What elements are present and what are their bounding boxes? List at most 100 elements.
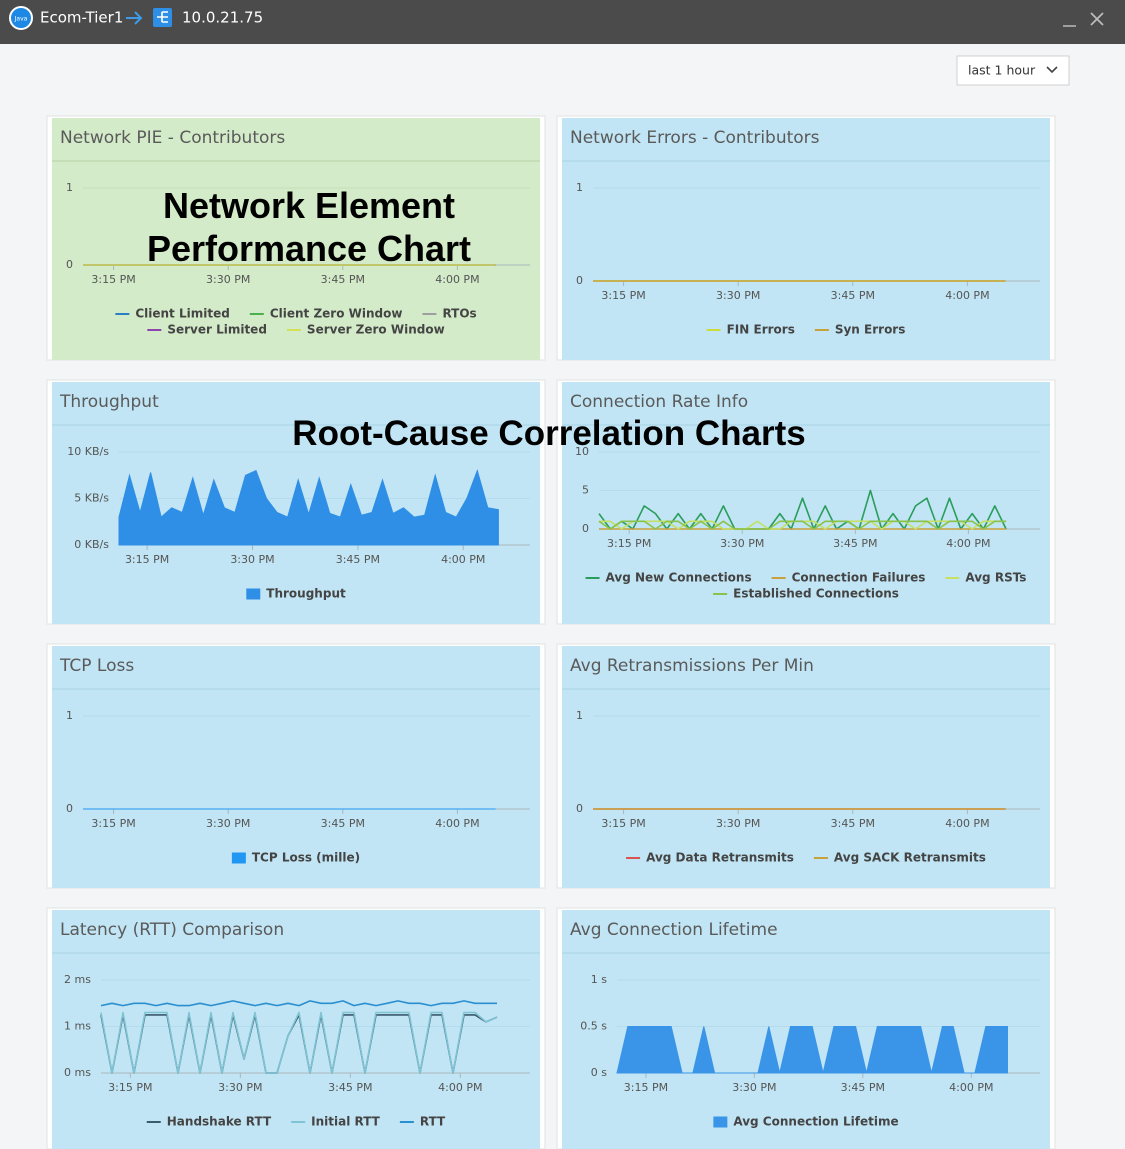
- legend-swatch: [706, 329, 721, 331]
- panel-title: Network Errors - Contributors: [570, 128, 820, 148]
- x-tick-label: 4:00 PM: [946, 537, 990, 550]
- panel: [52, 118, 540, 360]
- series-area: [118, 468, 499, 546]
- y-tick-label: 10: [575, 445, 589, 458]
- legend-swatch: [814, 329, 829, 331]
- legend-swatch: [585, 577, 600, 579]
- legend-swatch: [945, 577, 960, 579]
- x-tick-label: 3:45 PM: [831, 289, 875, 302]
- y-tick-label: 10 KB/s: [67, 445, 109, 458]
- x-tick-label: 4:00 PM: [435, 273, 479, 286]
- panel: [562, 118, 1050, 360]
- y-tick-label: 0 s: [591, 1066, 607, 1079]
- y-tick-label: 1: [576, 709, 583, 722]
- y-tick-label: 1: [66, 709, 73, 722]
- x-tick-label: 3:30 PM: [206, 273, 250, 286]
- x-tick-label: 3:30 PM: [716, 817, 760, 830]
- y-tick-label: 0 ms: [64, 1066, 91, 1079]
- y-tick-label: 0 KB/s: [74, 538, 109, 551]
- x-tick-label: 3:15 PM: [91, 817, 135, 830]
- x-tick-label: 3:15 PM: [601, 817, 645, 830]
- panel-title: Connection Rate Info: [570, 392, 748, 412]
- legend-item: RTOs: [422, 307, 477, 321]
- arrow-icon: [126, 11, 143, 25]
- y-tick-label: 0: [576, 802, 583, 815]
- x-tick-label: 3:45 PM: [336, 553, 380, 566]
- x-tick-label: 3:45 PM: [321, 817, 365, 830]
- app-icon: [9, 6, 33, 30]
- panel-title: TCP Loss: [59, 656, 134, 676]
- series-line: [100, 1000, 497, 1007]
- legend-item: TCP Loss (mille): [231, 851, 360, 865]
- series-area: [616, 1026, 1008, 1074]
- x-tick-label: 4:00 PM: [945, 289, 989, 302]
- legend-label: Server Limited: [167, 323, 267, 337]
- panel: [562, 646, 1050, 888]
- legend-item: Avg SACK Retransmits: [813, 851, 986, 865]
- legend-swatch: [813, 857, 828, 859]
- annotation: Root-Cause Correlation Charts: [292, 414, 806, 453]
- legend-item: Avg New Connections: [585, 571, 752, 585]
- y-tick-label: 0.5 s: [580, 1020, 607, 1033]
- legend-label: Connection Failures: [792, 571, 926, 585]
- panel-title: Network PIE - Contributors: [60, 128, 285, 148]
- legend-label: FIN Errors: [727, 323, 795, 337]
- x-tick-label: 4:00 PM: [435, 817, 479, 830]
- legend-swatch: [626, 857, 641, 859]
- legend-swatch: [146, 1121, 161, 1123]
- legend-label: RTT: [420, 1115, 446, 1129]
- legend-label: Throughput: [266, 587, 346, 601]
- legend-label: RTOs: [442, 307, 476, 321]
- x-tick-label: 4:00 PM: [438, 1081, 482, 1094]
- y-tick-label: 0: [66, 258, 73, 271]
- legend-swatch: [422, 313, 437, 315]
- x-tick-label: 3:30 PM: [206, 817, 250, 830]
- x-tick-label: 3:45 PM: [841, 1081, 885, 1094]
- x-tick-label: 3:15 PM: [601, 289, 645, 302]
- legend-label: Avg Data Retransmits: [646, 851, 794, 865]
- x-tick-label: 3:15 PM: [108, 1081, 152, 1094]
- x-tick-label: 3:30 PM: [218, 1081, 262, 1094]
- x-tick-label: 3:45 PM: [328, 1081, 372, 1094]
- legend-label: Avg Connection Lifetime: [733, 1115, 898, 1129]
- x-tick-label: 4:00 PM: [441, 553, 485, 566]
- legend-item: Syn Errors: [814, 323, 905, 337]
- y-tick-label: 1 s: [591, 973, 607, 986]
- series-line: [598, 520, 1007, 530]
- panel-title: Avg Retransmissions Per Min: [570, 656, 814, 676]
- legend-item: Established Connections: [713, 587, 899, 601]
- x-tick-label: 4:00 PM: [945, 817, 989, 830]
- legend-label: Client Zero Window: [270, 307, 403, 321]
- panel: [562, 382, 1050, 624]
- legend-swatch: [291, 1121, 306, 1123]
- legend-label: Avg RSTs: [965, 571, 1026, 585]
- legend-swatch: [286, 329, 301, 331]
- legend-swatch: [231, 852, 246, 864]
- y-tick-label: 0: [582, 522, 589, 535]
- y-tick-label: 1: [66, 181, 73, 194]
- legend-item: Client Zero Window: [249, 307, 403, 321]
- y-tick-label: 0: [576, 274, 583, 287]
- time-range-dropdown[interactable]: last 1 hour: [956, 55, 1070, 86]
- panel-title: Avg Connection Lifetime: [570, 920, 778, 940]
- panel: [52, 910, 540, 1149]
- window-address: 10.0.21.75: [182, 9, 263, 27]
- x-tick-label: 4:00 PM: [949, 1081, 993, 1094]
- legend-swatch: [246, 588, 261, 600]
- legend-item: Avg RSTs: [945, 571, 1026, 585]
- legend-item: RTT: [399, 1115, 446, 1129]
- legend-item: Server Zero Window: [286, 323, 445, 337]
- legend-item: Client Limited: [115, 307, 230, 321]
- window-title: Ecom-Tier1: [40, 9, 123, 27]
- legend-label: Avg SACK Retransmits: [834, 851, 986, 865]
- close-button[interactable]: [1090, 12, 1104, 26]
- x-tick-label: 3:45 PM: [831, 817, 875, 830]
- legend-item: FIN Errors: [706, 323, 795, 337]
- y-tick-label: 2 ms: [64, 973, 91, 986]
- legend-item: Server Limited: [147, 323, 267, 337]
- dropdown-label[interactable]: last 1 hour: [968, 63, 1036, 78]
- dropdown-chevron[interactable]: [1046, 66, 1058, 74]
- legend-label: Handshake RTT: [167, 1115, 272, 1129]
- legend-label: Established Connections: [733, 587, 899, 601]
